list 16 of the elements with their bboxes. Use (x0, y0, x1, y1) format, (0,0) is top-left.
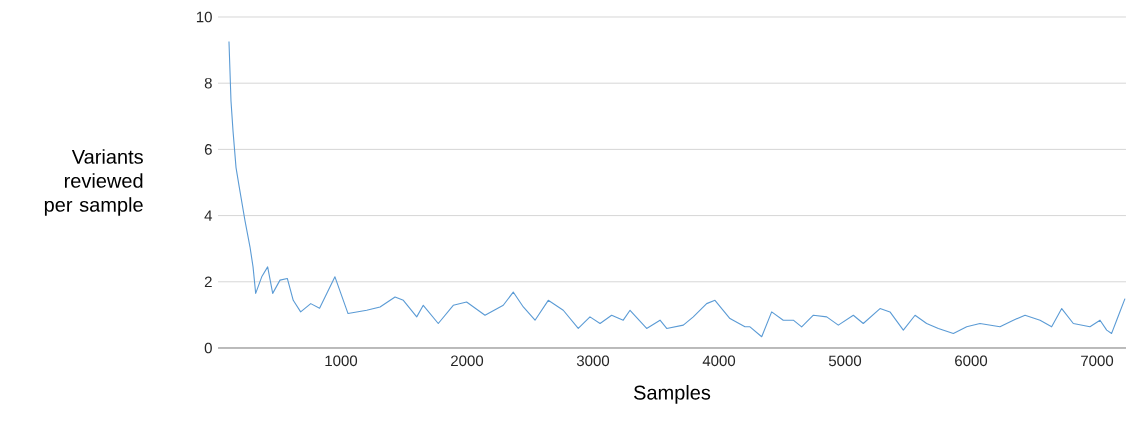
x-tick-label: 2000 (451, 355, 484, 367)
x-tick-label: 6000 (955, 355, 988, 367)
x-tick-label: 4000 (702, 355, 736, 367)
x-tick-label: 7000 (1081, 355, 1114, 367)
x-tick-label: 1000 (325, 355, 358, 367)
x-tick-label: 5000 (828, 355, 862, 367)
y-tick-label: 0 (204, 342, 212, 354)
x-axis-title: Samples (634, 385, 711, 404)
line-series (228, 40, 1126, 338)
y-axis-title: Variants reviewed per sample (44, 149, 143, 216)
x-tick-label: 3000 (576, 355, 610, 367)
y-tick-label: 10 (196, 11, 212, 23)
y-tick-label: 4 (204, 210, 213, 221)
y-tick-label: 8 (204, 77, 212, 89)
y-tick-label: 6 (204, 144, 212, 155)
y-tick-label: 2 (204, 276, 212, 288)
